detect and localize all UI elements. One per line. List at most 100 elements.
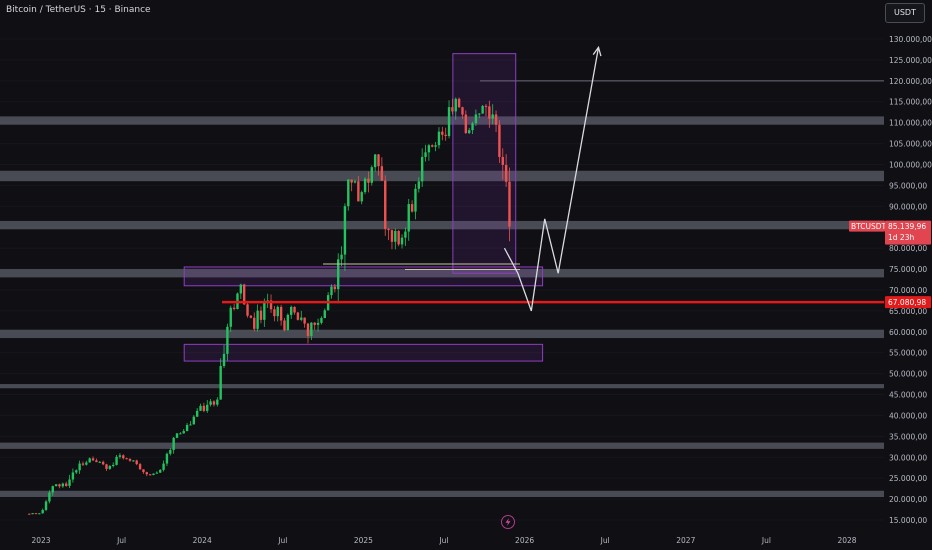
candle-body bbox=[437, 131, 441, 146]
chart-title: Bitcoin / TetherUS · 15 · Binance bbox=[6, 5, 151, 15]
candle-body bbox=[54, 484, 58, 487]
candle-body bbox=[316, 322, 320, 325]
candle-body bbox=[189, 424, 192, 426]
candle-body bbox=[159, 469, 162, 473]
candle-body bbox=[112, 464, 115, 467]
candle-body bbox=[387, 228, 390, 231]
price-tags: BTCUSDT 85.139,96 1d 23h 67.080,98 bbox=[849, 220, 931, 309]
symbol-tag-label: BTCUSDT bbox=[851, 222, 887, 231]
candle-body bbox=[296, 312, 300, 320]
y-tick-label: 120.000,00 bbox=[889, 77, 932, 86]
sr-zone bbox=[0, 170, 884, 182]
y-tick-label: 20.000,00 bbox=[889, 495, 927, 504]
x-tick-label: 2023 bbox=[31, 536, 50, 545]
candle-body bbox=[420, 156, 424, 182]
candle-body bbox=[68, 479, 71, 486]
candle-body bbox=[370, 167, 373, 183]
candle-body bbox=[38, 513, 41, 515]
x-tick-label: 2025 bbox=[354, 536, 373, 545]
candle-body bbox=[414, 188, 417, 212]
candle-body bbox=[51, 486, 54, 493]
lightning-icon[interactable] bbox=[501, 515, 515, 529]
candle-body bbox=[98, 461, 101, 463]
candle-body bbox=[75, 470, 78, 473]
currency-button[interactable]: USDT bbox=[885, 3, 925, 23]
candle-body bbox=[249, 315, 253, 318]
y-tick-label: 50.000,00 bbox=[889, 370, 927, 379]
y-tick-label: 15.000,00 bbox=[889, 516, 927, 525]
candle-countdown: 1d 23h bbox=[888, 233, 914, 242]
candle-body bbox=[135, 460, 138, 465]
candle-body bbox=[162, 463, 165, 470]
candle-body bbox=[286, 314, 290, 331]
candle-body bbox=[363, 178, 367, 193]
candle-body bbox=[145, 472, 148, 475]
candle-body bbox=[367, 178, 370, 183]
key-levels bbox=[222, 263, 884, 304]
y-tick-label: 25.000,00 bbox=[889, 474, 927, 483]
candle-body bbox=[216, 399, 219, 405]
annotation-boxes bbox=[183, 53, 544, 362]
candle-body bbox=[508, 181, 511, 227]
candle-body bbox=[478, 113, 481, 115]
y-tick-label: 60.000,00 bbox=[889, 328, 927, 337]
candle-body bbox=[380, 166, 384, 181]
candle-body bbox=[122, 455, 125, 459]
candle-body bbox=[300, 317, 303, 320]
candle-body bbox=[333, 286, 337, 290]
candle-body bbox=[279, 306, 283, 321]
candle-body bbox=[491, 114, 494, 119]
x-tick-label: Jul bbox=[600, 536, 610, 545]
y-tick-label: 65.000,00 bbox=[889, 307, 927, 316]
candle-body bbox=[88, 458, 91, 463]
x-tick-label: Jul bbox=[761, 536, 771, 545]
candle-body bbox=[451, 107, 454, 112]
candle-body bbox=[182, 431, 185, 434]
candle-body bbox=[142, 469, 145, 473]
candle-body bbox=[118, 455, 122, 457]
candle-body bbox=[115, 456, 118, 465]
candle-body bbox=[169, 449, 172, 454]
candle-body bbox=[504, 164, 508, 182]
annotation-box bbox=[183, 343, 544, 362]
candle-body bbox=[209, 401, 212, 405]
candle-body bbox=[501, 157, 504, 165]
candle-body bbox=[256, 310, 259, 329]
candle-body bbox=[313, 322, 316, 325]
y-tick-label: 130.000,00 bbox=[889, 35, 932, 44]
projection-arrowhead bbox=[592, 45, 602, 57]
candle-body bbox=[407, 204, 410, 232]
candle-body bbox=[239, 284, 243, 294]
candle-body bbox=[394, 230, 397, 242]
key-level-label: 67.080,98 bbox=[888, 298, 926, 307]
candle-body bbox=[360, 192, 363, 202]
y-tick-label: 35.000,00 bbox=[889, 432, 927, 441]
candle-body bbox=[340, 254, 343, 260]
y-tick-label: 110.000,00 bbox=[889, 119, 932, 128]
candle-body bbox=[185, 424, 189, 432]
candle-body bbox=[253, 317, 256, 329]
candle-body bbox=[105, 464, 108, 469]
y-tick-label: 115.000,00 bbox=[889, 98, 932, 107]
candle-body bbox=[202, 405, 206, 411]
candle-body bbox=[353, 181, 357, 183]
candle-body bbox=[101, 461, 105, 465]
support-resistance-zones bbox=[0, 80, 884, 497]
candle-body bbox=[488, 106, 491, 119]
candle-body bbox=[192, 416, 196, 425]
y-tick-label: 55.000,00 bbox=[889, 349, 927, 358]
candle-body bbox=[467, 130, 471, 134]
candle-body bbox=[283, 320, 286, 331]
candle-body bbox=[199, 405, 202, 411]
candle-body bbox=[481, 105, 484, 114]
x-tick-label: 2024 bbox=[193, 536, 212, 545]
y-tick-label: 95.000,00 bbox=[889, 181, 927, 190]
candle-body bbox=[44, 501, 48, 510]
candle-body bbox=[165, 453, 169, 464]
candle-body bbox=[306, 323, 310, 336]
candle-body bbox=[246, 304, 249, 316]
candle-body bbox=[64, 483, 68, 486]
candle-body bbox=[219, 366, 222, 400]
candle-body bbox=[343, 206, 347, 255]
